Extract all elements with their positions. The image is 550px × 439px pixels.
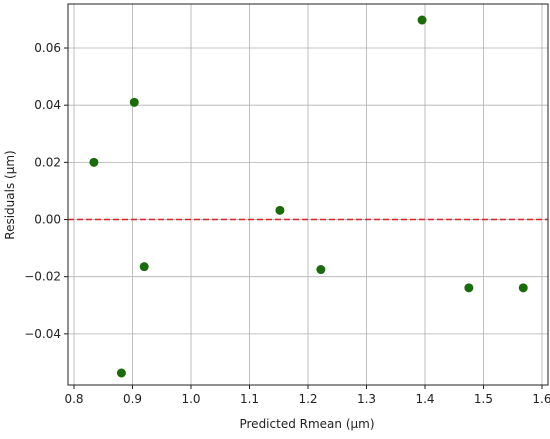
point	[129, 97, 139, 107]
x-axis-label: Predicted Rmean (µm)	[239, 417, 374, 431]
point	[417, 15, 427, 25]
point	[116, 368, 126, 378]
y-axis-label: Residuals (µm)	[3, 150, 17, 239]
x-tick-label: 1.0	[181, 392, 200, 406]
y-tick-label: −0.02	[24, 270, 61, 284]
plot-frame	[67, 3, 549, 386]
y-tick-label: 0.02	[34, 155, 61, 169]
x-tick-label: 1.5	[474, 392, 493, 406]
y-tick-label: −0.04	[24, 327, 61, 341]
x-tick-label: 0.8	[64, 392, 83, 406]
point	[464, 283, 474, 293]
x-tick-label: 1.6	[532, 392, 550, 406]
point	[89, 157, 99, 167]
x-tick-label: 1.2	[298, 392, 317, 406]
point	[518, 283, 528, 293]
y-tick-label: 0.04	[34, 98, 61, 112]
x-tick-label: 1.4	[415, 392, 434, 406]
y-tick-label: 0.00	[34, 213, 61, 227]
x-tick-label: 1.1	[240, 392, 259, 406]
point	[275, 205, 285, 215]
x-tick-label: 0.9	[123, 392, 142, 406]
x-tick-label: 1.3	[357, 392, 376, 406]
point	[139, 262, 149, 272]
y-tick-label: 0.06	[34, 41, 61, 55]
point	[316, 265, 326, 275]
